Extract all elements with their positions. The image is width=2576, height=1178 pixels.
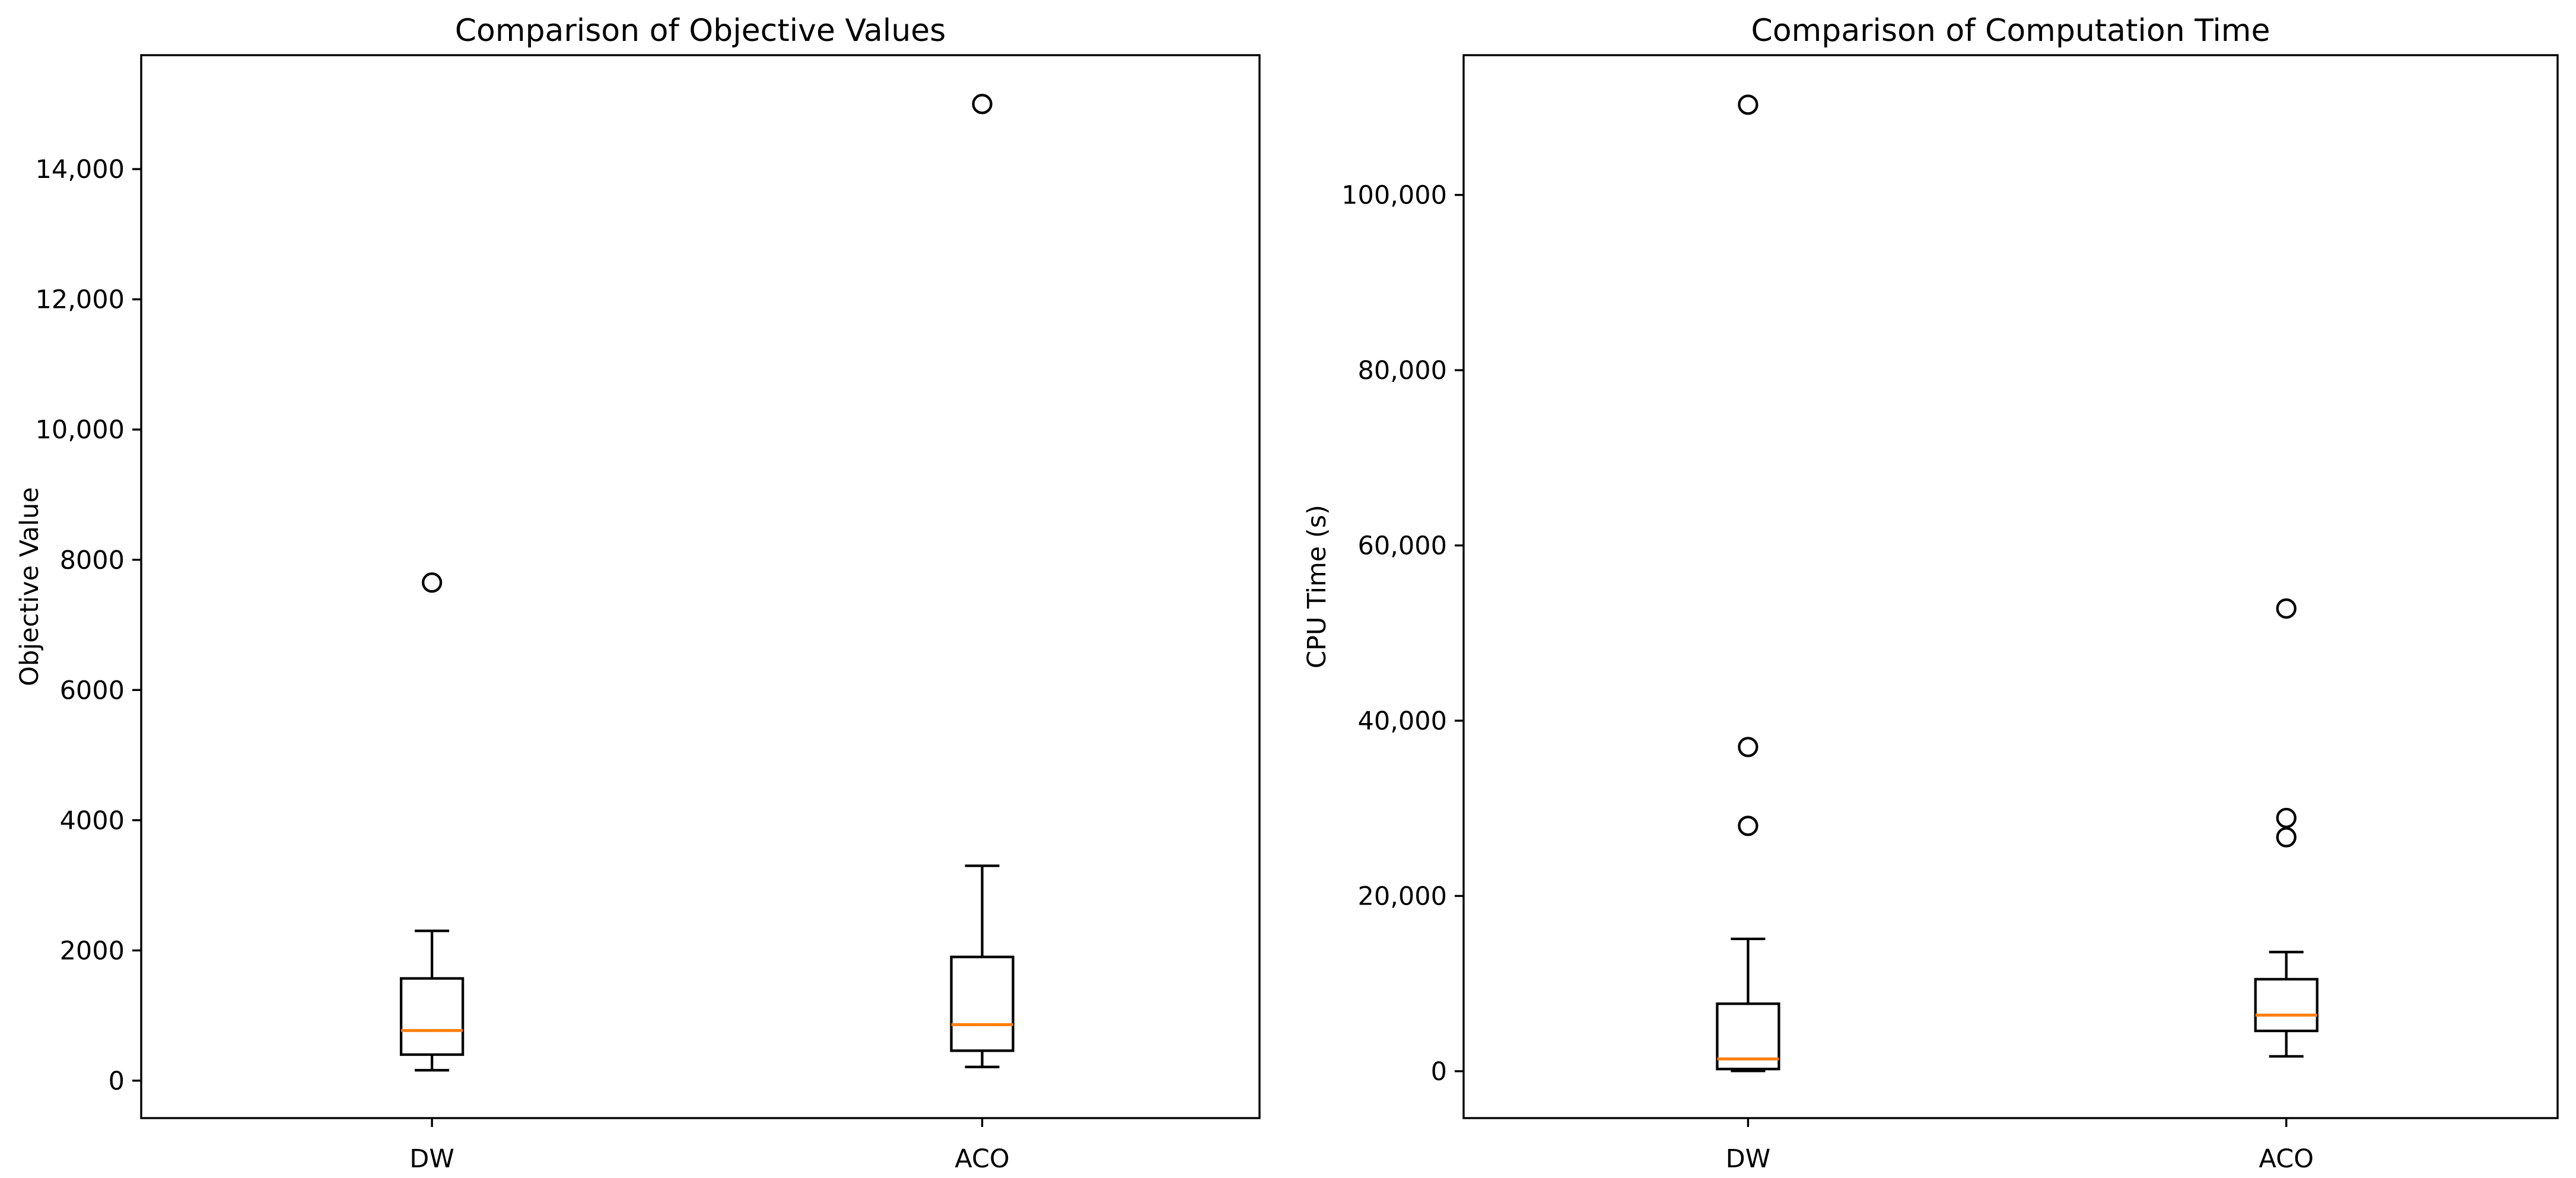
outlier-marker [1738, 94, 1758, 115]
y-tick-label: 100,000 [1341, 181, 1447, 211]
right-chart: 0 20,000 40,000 60,000 80,000 100,000 DW ACO [1341, 54, 2559, 1174]
outlier-marker [1738, 737, 1758, 757]
left-y-axis-label: Objective Value [15, 487, 44, 686]
y-tick-label: 12,000 [36, 285, 125, 315]
x-tick-label: DW [409, 1144, 454, 1174]
box-group-dw [1716, 94, 1780, 1072]
outlier-marker [421, 572, 443, 593]
y-tick-label: 60,000 [1358, 531, 1447, 561]
y-tick-label: 20,000 [1358, 882, 1447, 912]
y-tick-label: 40,000 [1358, 706, 1447, 736]
y-tick-label: 14,000 [36, 155, 125, 184]
axes-frame [140, 54, 1261, 1119]
outlier-marker [972, 94, 993, 114]
iqr-box [399, 977, 465, 1056]
y-tick-label: 10,000 [36, 415, 125, 445]
y-tick-label: 0 [1431, 1057, 1447, 1087]
box-group-aco [2254, 598, 2319, 1058]
y-tick-label: 0 [109, 1066, 125, 1096]
left-chart-title: Comparison of Objective Values [454, 13, 946, 49]
y-tick-label: 6000 [60, 676, 125, 705]
x-tick-label: ACO [2259, 1144, 2314, 1174]
y-tick-label: 80,000 [1358, 356, 1447, 386]
y-tick-label: 8000 [60, 546, 125, 575]
iqr-box [950, 956, 1015, 1052]
y-tick-label: 4000 [60, 806, 125, 836]
right-chart-title: Comparison of Computation Time [1751, 13, 2270, 49]
box-group-aco [950, 94, 1015, 1068]
iqr-box [2254, 978, 2319, 1033]
x-tick-label: ACO [955, 1144, 1010, 1174]
y-tick-label: 2000 [60, 936, 125, 966]
outlier-marker [2276, 598, 2297, 619]
outlier-marker [1738, 816, 1758, 836]
left-chart: 0 2000 4000 6000 8000 10,000 12,000 14,000 DW ACO [36, 54, 1261, 1174]
x-tick-label: DW [1726, 1144, 1771, 1174]
axes-frame [1462, 54, 2559, 1119]
right-y-axis-label: CPU Time (s) [1302, 505, 1332, 668]
outlier-marker [2276, 827, 2297, 848]
outlier-marker [2276, 807, 2297, 829]
box-group-dw [399, 572, 465, 1072]
